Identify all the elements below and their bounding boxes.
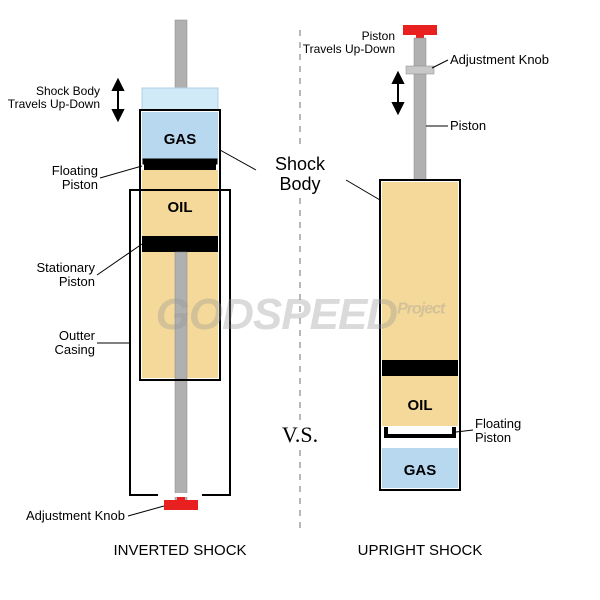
label-floating-right: FloatingPiston: [475, 416, 521, 445]
stat-piston-right: [382, 360, 458, 376]
label-piston-right: Piston: [450, 118, 486, 133]
rod-cap: [406, 66, 434, 74]
adjustment-knob-right: [403, 25, 437, 35]
label-travel-right: PistonTravels Up-Down: [303, 29, 395, 56]
gas-text: GAS: [164, 131, 197, 148]
vs-label: V.S.: [282, 422, 318, 447]
label-travel-left: Shock BodyTravels Up-Down: [8, 84, 100, 111]
label-outer-casing: OutterCasing: [55, 328, 96, 357]
label-floating-left: FloatingPiston: [52, 163, 98, 192]
stationary-piston: [142, 236, 218, 252]
inverted-shock: GAS OIL: [130, 20, 230, 510]
top-rod: [175, 20, 187, 90]
leader-shock-right: [346, 180, 380, 200]
label-knob-left: Adjustment Knob: [26, 508, 125, 523]
shock-body-label: ShockBody: [275, 154, 326, 194]
upright-shock: OIL GAS: [380, 25, 460, 490]
leader-shock-left: [220, 150, 256, 170]
leader-knob-right: [432, 60, 448, 68]
top-cap: [142, 88, 218, 112]
arrow-updown-right: [393, 73, 403, 113]
oil-text-right: OIL: [408, 397, 433, 414]
gas-text-right: GAS: [404, 462, 437, 479]
adjustment-knob-left: [164, 500, 198, 510]
oil-text: OIL: [168, 199, 193, 216]
leader-floating-left: [100, 166, 142, 178]
arrow-updown-left: [113, 80, 123, 120]
title-left: INVERTED SHOCK: [113, 542, 246, 559]
oil-right: [382, 182, 458, 426]
leader-knob-left: [128, 506, 164, 516]
label-stationary: StationaryPiston: [36, 260, 95, 289]
label-knob-right: Adjustment Knob: [450, 52, 549, 67]
title-right: UPRIGHT SHOCK: [358, 542, 483, 559]
bottom-rod: [175, 252, 187, 504]
